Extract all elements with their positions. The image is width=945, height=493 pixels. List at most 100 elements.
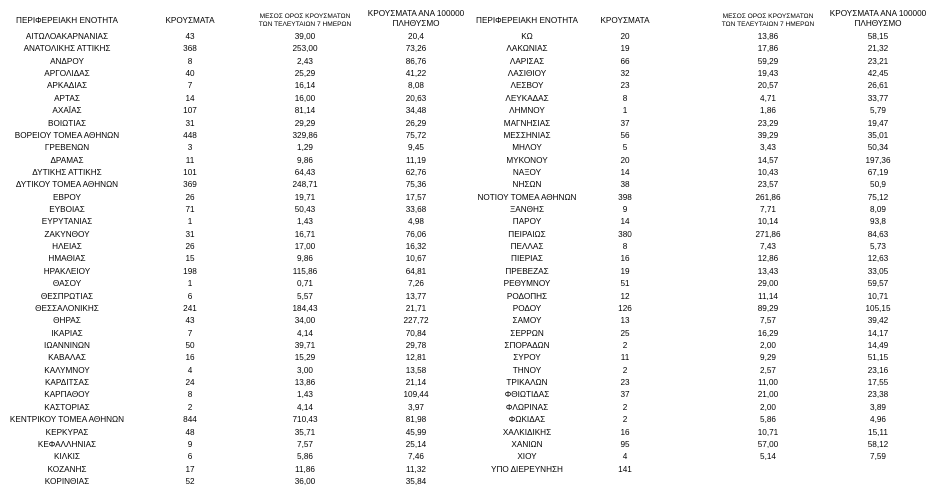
region-name: ΘΕΣΣΑΛΟΝΙΚΗΣ xyxy=(35,303,99,313)
column-header: ΜΕΣΟΣ ΟΡΟΣ ΚΡΟΥΣΜΑΤΩΝ xyxy=(722,13,814,20)
region-name: ΠΑΡΟΥ xyxy=(512,217,542,227)
region-name: ΠΕΛΛΑΣ xyxy=(510,242,544,252)
cell-value: 34,48 xyxy=(405,106,427,116)
cell-value: 0,71 xyxy=(297,279,313,289)
cell-value: 7,57 xyxy=(760,316,776,326)
cell-value: 50,9 xyxy=(870,180,886,190)
region-name: ΝΑΞΟΥ xyxy=(512,167,542,177)
cell-value: 15,11 xyxy=(868,427,888,437)
cell-value: 52 xyxy=(185,476,195,486)
cell-value: 48 xyxy=(185,427,195,437)
cell-value: 33,05 xyxy=(867,266,889,276)
cell-value: 45,99 xyxy=(405,427,427,437)
cell-value: 21,32 xyxy=(867,44,889,54)
column-header: ΠΛΗΘΥΣΜΟ xyxy=(392,19,440,28)
cell-value: 58,15 xyxy=(867,32,889,41)
cell-value: 23,21 xyxy=(867,56,889,66)
region-name: ΦΩΚΙΔΑΣ xyxy=(508,415,546,425)
cell-value: 7 xyxy=(187,328,193,338)
cell-value: 7,71 xyxy=(760,205,776,215)
region-name: ΚΑΣΤΟΡΙΑΣ xyxy=(44,402,90,412)
region-name: ΧΑΝΙΩΝ xyxy=(511,439,543,449)
cell-value: 13,86 xyxy=(294,378,316,388)
cell-value: 29,78 xyxy=(405,341,427,350)
cell-value: 7,59 xyxy=(870,452,886,462)
cell-value: 16,32 xyxy=(405,242,427,252)
cell-value: 12,86 xyxy=(757,254,779,264)
cell-value: 36,00 xyxy=(294,476,316,486)
cell-value: 109,44 xyxy=(403,390,429,400)
cell-value: 25 xyxy=(620,328,630,338)
cell-value: 2,00 xyxy=(760,341,776,350)
cell-value: 42,45 xyxy=(867,69,889,79)
region-name: ΡΕΘΥΜΝΟΥ xyxy=(503,279,551,289)
region-name: ΗΜΑΘΙΑΣ xyxy=(48,254,86,264)
cell-value: 14,17 xyxy=(867,328,889,338)
cell-value: 13,43 xyxy=(757,266,779,276)
cell-value: 4,71 xyxy=(760,93,776,103)
cell-value: 81,14 xyxy=(294,106,316,116)
region-name: ΦΘΙΩΤΙΔΑΣ xyxy=(504,390,550,400)
region-name: ΡΟΔΟΠΗΣ xyxy=(506,291,548,301)
region-name: ΛΑΚΩΝΙΑΣ xyxy=(506,44,548,54)
region-name: ΜΕΣΣΗΝΙΑΣ xyxy=(503,130,551,140)
cell-value: 64,43 xyxy=(294,167,316,177)
region-name: ΚΕΦΑΛΛΗΝΙΑΣ xyxy=(37,439,97,449)
column-header: ΚΡΟΥΣΜΑΤΑ xyxy=(600,16,650,25)
cell-value: 40 xyxy=(185,69,195,79)
cell-value: 14 xyxy=(185,93,195,103)
column-header: ΜΕΣΟΣ ΟΡΟΣ ΚΡΟΥΣΜΑΤΩΝ xyxy=(259,13,351,20)
cell-value: 93,8 xyxy=(870,217,886,227)
cell-value: 1 xyxy=(187,279,193,289)
cell-value: 2 xyxy=(622,341,628,350)
cell-value: 2,00 xyxy=(760,402,776,412)
cell-value: 26 xyxy=(185,242,195,252)
region-name: ΛΑΡΙΣΑΣ xyxy=(509,56,545,66)
cell-value: 29,00 xyxy=(757,279,779,289)
cell-value: 241 xyxy=(183,303,197,313)
cell-value: 13 xyxy=(620,316,630,326)
region-name: ΕΥΡΥΤΑΝΙΑΣ xyxy=(41,217,93,227)
cell-value: 32 xyxy=(620,69,630,79)
cell-value: 4 xyxy=(187,365,193,375)
cell-value: 11 xyxy=(185,155,195,165)
cell-value: 23,29 xyxy=(757,118,779,128)
region-name: ΘΕΣΠΡΩΤΙΑΣ xyxy=(40,291,94,301)
cell-value: 105,15 xyxy=(865,303,891,313)
cell-value: 12,63 xyxy=(867,254,889,264)
cell-value: 70,84 xyxy=(405,328,427,338)
cell-value: 24 xyxy=(185,378,195,388)
region-name: ΣΕΡΡΩΝ xyxy=(510,328,544,338)
region-name: ΧΑΛΚΙΔΙΚΗΣ xyxy=(502,427,552,437)
cell-value: 398 xyxy=(618,192,632,202)
region-name: ΥΠΟ ΔΙΕΡΕΥΝΗΣΗ xyxy=(491,464,563,474)
cell-value: 56 xyxy=(620,130,630,140)
cell-value: 8,09 xyxy=(870,205,886,215)
region-name: ΑΝΑΤΟΛΙΚΗΣ ΑΤΤΙΚΗΣ xyxy=(23,44,111,54)
cell-value: 1,86 xyxy=(760,106,776,116)
cell-value: 20,63 xyxy=(405,93,427,103)
region-name: ΘΑΣΟΥ xyxy=(52,279,82,289)
cell-value: 5 xyxy=(622,143,628,153)
column-header: ΤΩΝ ΤΕΛΕΥΤΑΙΩΝ 7 ΗΜΕΡΩΝ xyxy=(258,21,352,28)
cell-value: 19 xyxy=(620,266,630,276)
region-name: ΑΙΤΩΛΟΑΚΑΡΝΑΝΙΑΣ xyxy=(25,32,109,41)
cell-value: 1,29 xyxy=(297,143,313,153)
column-header: ΚΡΟΥΣΜΑΤΑ xyxy=(165,16,215,25)
cell-value: 329,86 xyxy=(292,130,318,140)
cell-value: 107 xyxy=(183,106,197,116)
cell-value: 6 xyxy=(187,291,193,301)
region-name: ΛΗΜΝΟΥ xyxy=(509,106,545,116)
region-name: ΞΑΝΘΗΣ xyxy=(509,205,545,215)
region-name: ΓΡΕΒΕΝΩΝ xyxy=(44,143,90,153)
cell-value: 33,77 xyxy=(867,93,889,103)
region-name: ΑΧΑΪΑΣ xyxy=(52,106,82,116)
cell-value: 35,71 xyxy=(294,427,316,437)
cell-value: 9,45 xyxy=(408,143,424,153)
cell-value: 9 xyxy=(622,205,628,215)
region-name: ΝΗΣΩΝ xyxy=(512,180,542,190)
cell-value: 38 xyxy=(620,180,630,190)
cell-value: 16,29 xyxy=(757,328,779,338)
cell-value: 14 xyxy=(620,167,630,177)
region-name: ΜΥΚΟΝΟΥ xyxy=(506,155,548,165)
